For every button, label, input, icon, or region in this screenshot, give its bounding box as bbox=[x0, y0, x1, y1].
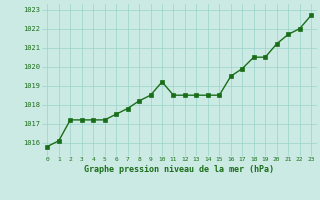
X-axis label: Graphe pression niveau de la mer (hPa): Graphe pression niveau de la mer (hPa) bbox=[84, 165, 274, 174]
